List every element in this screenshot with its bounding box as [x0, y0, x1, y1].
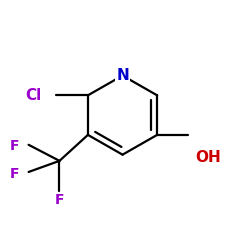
Text: F: F	[55, 194, 64, 207]
Text: N: N	[116, 68, 129, 83]
Text: F: F	[10, 168, 20, 181]
Text: F: F	[10, 139, 20, 153]
Text: Cl: Cl	[26, 88, 42, 103]
Text: OH: OH	[195, 150, 221, 165]
